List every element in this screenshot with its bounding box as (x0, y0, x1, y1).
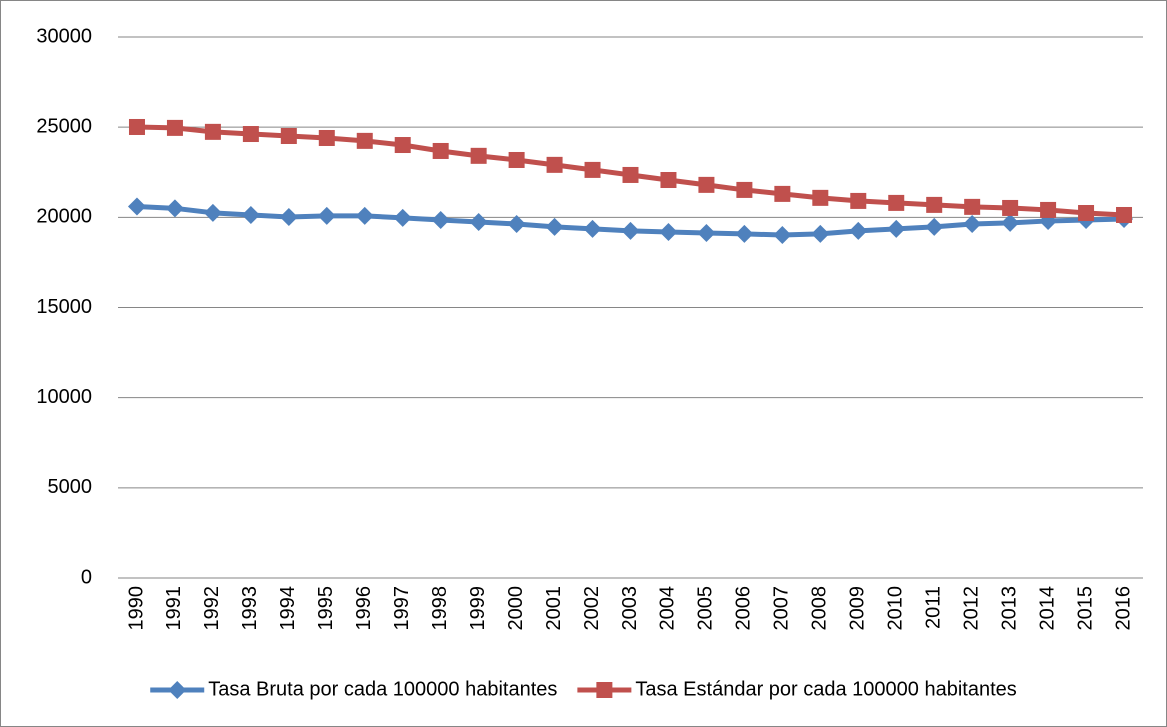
x-tick-label: 1998 (429, 586, 451, 631)
x-tick-label: 1991 (163, 586, 185, 631)
y-tick-label: 5000 (48, 476, 93, 498)
y-tick-label: 15000 (36, 296, 92, 318)
marker (1002, 199, 1019, 216)
marker (127, 197, 146, 216)
marker (926, 196, 943, 213)
marker (279, 207, 298, 226)
marker (166, 119, 183, 136)
marker (431, 211, 450, 230)
marker (812, 189, 829, 206)
x-tick-label: 2004 (657, 586, 679, 631)
marker (470, 147, 487, 164)
x-tick-label: 2010 (885, 586, 907, 631)
marker (1001, 213, 1020, 232)
marker (355, 206, 374, 225)
x-tick-label: 2016 (1112, 586, 1134, 631)
y-tick-label: 10000 (36, 386, 92, 408)
x-tick-label: 2000 (505, 586, 527, 631)
x-tick-label: 2012 (960, 586, 982, 631)
marker (546, 156, 563, 173)
y-tick-label: 20000 (36, 206, 92, 228)
x-tick-label: 2007 (771, 586, 793, 631)
legend: Tasa Bruta por cada 100000 habitantes Tas… (150, 678, 1017, 700)
marker (168, 681, 187, 699)
legend-item: Tasa Estándar por cada 100000 habitantes (577, 678, 1017, 700)
marker (774, 185, 791, 202)
y-tick-label: 30000 (36, 25, 92, 47)
marker (432, 142, 449, 159)
marker (659, 222, 678, 241)
marker (596, 682, 613, 698)
marker (1116, 206, 1133, 223)
marker (925, 217, 944, 236)
marker (736, 181, 753, 198)
marker (622, 166, 639, 183)
x-tick-label: 2001 (543, 586, 565, 631)
x-tick-label: 1992 (201, 586, 223, 631)
marker (888, 194, 905, 211)
marker (469, 213, 488, 232)
marker (204, 123, 221, 140)
marker (1040, 201, 1057, 218)
marker (545, 217, 564, 236)
marker (203, 203, 222, 222)
marker (735, 224, 754, 243)
legend-item: Tasa Bruta por cada 100000 habitantes (150, 678, 557, 700)
marker (356, 132, 373, 149)
x-tick-label: 1997 (391, 586, 413, 631)
x-tick-label: 2011 (922, 586, 944, 629)
marker (698, 176, 715, 193)
x-tick-label: 1993 (239, 586, 261, 631)
marker (1078, 205, 1095, 222)
marker (242, 126, 259, 143)
x-tick-label: 2009 (847, 586, 869, 631)
x-tick-label: 2015 (1074, 586, 1096, 631)
marker (393, 208, 412, 227)
marker (849, 221, 868, 240)
marker (697, 224, 716, 243)
y-tick-label: 25000 (36, 115, 92, 137)
marker (850, 192, 867, 209)
x-tick-label: 1994 (277, 586, 299, 631)
x-tick-label: 2006 (733, 586, 755, 631)
x-tick-label: 1999 (467, 586, 489, 631)
marker (887, 219, 906, 238)
y-tick-label: 0 (81, 566, 92, 588)
x-tick-label: 2002 (581, 586, 603, 631)
x-tick-label: 1990 (125, 586, 147, 631)
marker (241, 205, 260, 224)
marker (964, 198, 981, 215)
marker (317, 206, 336, 225)
marker (165, 199, 184, 218)
marker (660, 172, 677, 189)
x-tick-label: 1995 (315, 586, 337, 631)
marker (280, 128, 297, 145)
marker (508, 151, 525, 168)
marker (583, 219, 602, 238)
marker (963, 215, 982, 234)
marker (394, 137, 411, 154)
marker (128, 118, 145, 135)
x-tick-label: 2013 (998, 586, 1020, 631)
marker (621, 221, 640, 240)
marker (811, 224, 830, 243)
legend-label: Tasa Estándar por cada 100000 habitantes (635, 678, 1016, 700)
x-tick-label: 2003 (619, 586, 641, 631)
x-tick-label: 2014 (1036, 586, 1058, 631)
marker (773, 226, 792, 245)
x-tick-label: 1996 (353, 586, 375, 631)
x-tick-label: 2008 (809, 586, 831, 631)
marker (507, 215, 526, 234)
legend-label: Tasa Bruta por cada 100000 habitantes (208, 678, 557, 700)
x-tick-label: 2005 (695, 586, 717, 631)
marker (318, 129, 335, 146)
marker (584, 161, 601, 178)
